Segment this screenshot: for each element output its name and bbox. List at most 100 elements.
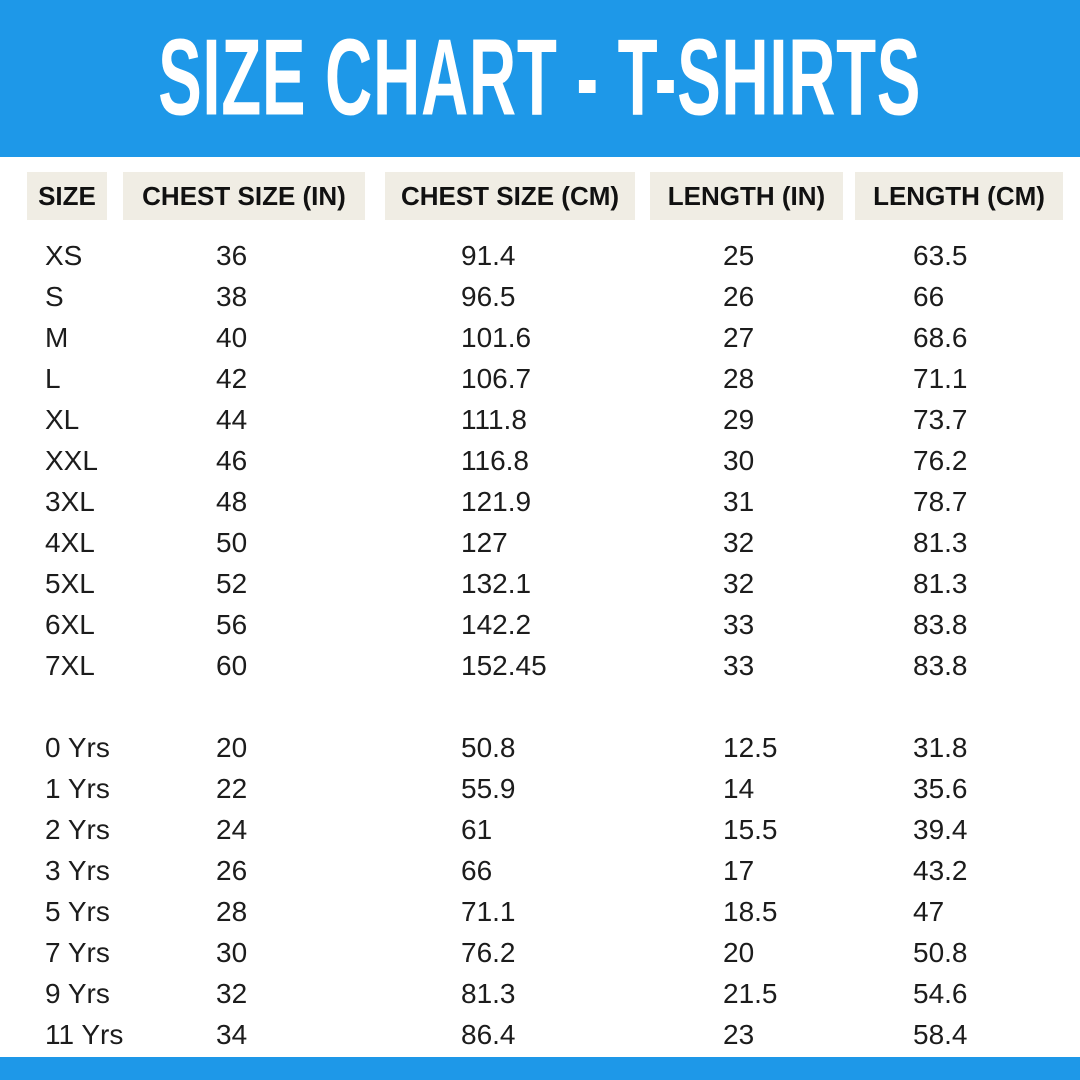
measurement-value-cell: 71.1 — [461, 895, 516, 927]
measurement-value-cell: 14 — [723, 772, 755, 804]
size-label-cell: 7 Yrs — [45, 936, 110, 968]
table-row: 3XL 48 121.9 31 78.7 — [0, 481, 1080, 522]
measurement-value-cell: 30 — [216, 936, 248, 968]
table-header-row: SIZE CHEST SIZE (IN) CHEST SIZE (CM) LEN… — [0, 172, 1080, 220]
table-row: 7XL 60 152.45 33 83.8 — [0, 645, 1080, 686]
measurement-value-cell: 50.8 — [913, 936, 968, 968]
measurement-value-cell: 31.8 — [913, 731, 968, 763]
footer-bar — [0, 1057, 1080, 1080]
measurement-value-cell: 34 — [216, 1018, 248, 1050]
size-label-cell: 4XL — [45, 526, 95, 558]
measurement-value-cell: 66 — [913, 280, 945, 312]
table-row: 9 Yrs 32 81.3 21.5 54.6 — [0, 973, 1080, 1014]
measurement-value-cell: 63.5 — [913, 239, 968, 271]
column-header-length-in: LENGTH (IN) — [650, 172, 843, 220]
size-label-cell: 5XL — [45, 567, 95, 599]
table-row: 5 Yrs 28 71.1 18.5 47 — [0, 891, 1080, 932]
table-row: 6XL 56 142.2 33 83.8 — [0, 604, 1080, 645]
measurement-value-cell: 30 — [723, 444, 755, 476]
size-label-cell: XL — [45, 403, 80, 435]
measurement-value-cell: 33 — [723, 649, 755, 681]
measurement-value-cell: 31 — [723, 485, 755, 517]
measurement-value-cell: 32 — [723, 567, 755, 599]
section-gap — [0, 686, 1080, 727]
size-label-cell: L — [45, 362, 61, 394]
measurement-value-cell: 66 — [461, 854, 493, 886]
measurement-value-cell: 55.9 — [461, 772, 516, 804]
size-label-cell: 1 Yrs — [45, 772, 110, 804]
measurement-value-cell: 106.7 — [461, 362, 532, 394]
measurement-value-cell: 111.8 — [461, 403, 527, 435]
measurement-value-cell: 18.5 — [723, 895, 778, 927]
measurement-value-cell: 132.1 — [461, 567, 532, 599]
measurement-value-cell: 21.5 — [723, 977, 778, 1009]
measurement-value-cell: 40 — [216, 321, 248, 353]
measurement-value-cell: 39.4 — [913, 813, 968, 845]
measurement-value-cell: 48 — [216, 485, 248, 517]
measurement-value-cell: 50 — [216, 526, 248, 558]
size-label-cell: XXL — [45, 444, 98, 476]
measurement-value-cell: 24 — [216, 813, 248, 845]
measurement-value-cell: 50.8 — [461, 731, 516, 763]
size-label-cell: S — [45, 280, 64, 312]
measurement-value-cell: 81.3 — [461, 977, 516, 1009]
column-header-chest-in: CHEST SIZE (IN) — [123, 172, 365, 220]
table-row: S 38 96.5 26 66 — [0, 276, 1080, 317]
measurement-value-cell: 28 — [723, 362, 755, 394]
size-label-cell: 7XL — [45, 649, 95, 681]
measurement-value-cell: 47 — [913, 895, 945, 927]
measurement-value-cell: 52 — [216, 567, 248, 599]
measurement-value-cell: 22 — [216, 772, 248, 804]
size-label-cell: 3 Yrs — [45, 854, 110, 886]
table-row: 5XL 52 132.1 32 81.3 — [0, 563, 1080, 604]
measurement-value-cell: 83.8 — [913, 649, 968, 681]
measurement-value-cell: 116.8 — [461, 444, 529, 476]
size-label-cell: M — [45, 321, 69, 353]
measurement-value-cell: 44 — [216, 403, 248, 435]
table-row: 4XL 50 127 32 81.3 — [0, 522, 1080, 563]
page-title: SIZE CHART - T-SHIRTS — [158, 17, 922, 139]
measurement-value-cell: 32 — [723, 526, 755, 558]
measurement-value-cell: 96.5 — [461, 280, 516, 312]
measurement-value-cell: 15.5 — [723, 813, 778, 845]
size-label-cell: 0 Yrs — [45, 731, 110, 763]
measurement-value-cell: 38 — [216, 280, 248, 312]
measurement-value-cell: 81.3 — [913, 526, 968, 558]
measurement-value-cell: 71.1 — [913, 362, 968, 394]
measurement-value-cell: 32 — [216, 977, 248, 1009]
measurement-value-cell: 27 — [723, 321, 755, 353]
measurement-value-cell: 33 — [723, 608, 755, 640]
measurement-value-cell: 61 — [461, 813, 493, 845]
size-label-cell: 11 Yrs — [45, 1018, 124, 1050]
measurement-value-cell: 20 — [723, 936, 755, 968]
measurement-value-cell: 29 — [723, 403, 755, 435]
measurement-value-cell: 91.4 — [461, 239, 516, 271]
measurement-value-cell: 58.4 — [913, 1018, 968, 1050]
size-label-cell: 9 Yrs — [45, 977, 110, 1009]
table-row: XS 36 91.4 25 63.5 — [0, 235, 1080, 276]
table-row: XL 44 111.8 29 73.7 — [0, 399, 1080, 440]
measurement-value-cell: 25 — [723, 239, 755, 271]
measurement-value-cell: 54.6 — [913, 977, 968, 1009]
measurement-value-cell: 43.2 — [913, 854, 968, 886]
measurement-value-cell: 73.7 — [913, 403, 968, 435]
table-row: 1 Yrs 22 55.9 14 35.6 — [0, 768, 1080, 809]
table-row: 7 Yrs 30 76.2 20 50.8 — [0, 932, 1080, 973]
measurement-value-cell: 78.7 — [913, 485, 968, 517]
measurement-value-cell: 42 — [216, 362, 248, 394]
table-row: 3 Yrs 26 66 17 43.2 — [0, 850, 1080, 891]
measurement-value-cell: 152.45 — [461, 649, 547, 681]
title-banner: SIZE CHART - T-SHIRTS — [0, 0, 1080, 157]
measurement-value-cell: 86.4 — [461, 1018, 516, 1050]
measurement-value-cell: 56 — [216, 608, 248, 640]
size-label-cell: 2 Yrs — [45, 813, 110, 845]
measurement-value-cell: 26 — [216, 854, 248, 886]
size-label-cell: 5 Yrs — [45, 895, 110, 927]
table-row: XXL 46 116.8 30 76.2 — [0, 440, 1080, 481]
table-body: XS 36 91.4 25 63.5 S 38 96.5 26 66 M 40 101.6 27 68.6 L… — [0, 235, 1080, 1055]
measurement-value-cell: 46 — [216, 444, 248, 476]
table-row: 11 Yrs 34 86.4 23 58.4 — [0, 1014, 1080, 1055]
measurement-value-cell: 83.8 — [913, 608, 968, 640]
table-row: 2 Yrs 24 61 15.5 39.4 — [0, 809, 1080, 850]
